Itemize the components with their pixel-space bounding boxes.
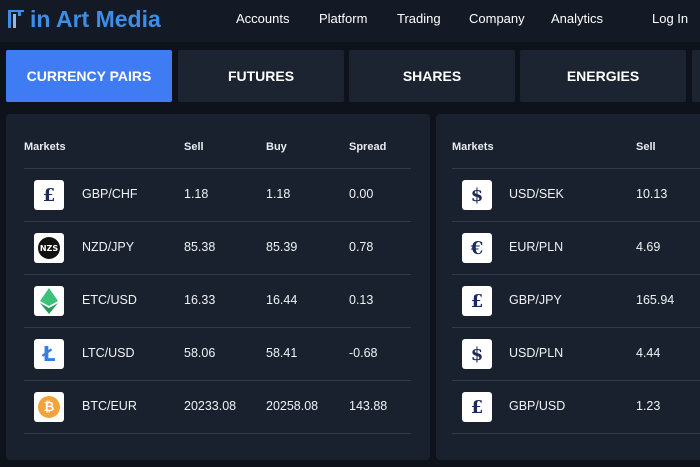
nav-link[interactable]: Trading [397, 11, 441, 26]
column-header: Sell [636, 141, 656, 153]
logo-icon [8, 10, 24, 28]
market-name: NZD/JPY [82, 240, 135, 254]
icon-symbol: £ [470, 396, 484, 418]
row-separator [24, 327, 411, 328]
column-header: Spread [349, 141, 387, 153]
price-cell: 0.00 [349, 187, 374, 201]
column-header: Buy [266, 141, 287, 153]
nav-link[interactable]: Company [469, 11, 525, 26]
icon-symbol: € [470, 237, 484, 259]
row-separator [24, 433, 411, 434]
price-cell: -0.68 [349, 346, 378, 360]
icon-symbol: £ [42, 184, 56, 206]
price-cell: 4.44 [636, 346, 661, 360]
icon-symbol: $ [470, 184, 484, 206]
market-icon: Ł [34, 339, 64, 369]
icon-symbol: NZS [38, 237, 60, 259]
market-name: EUR/PLN [509, 240, 564, 254]
row-separator [24, 380, 411, 381]
price-cell: 16.44 [266, 293, 298, 307]
nav-link[interactable]: Platform [319, 11, 368, 26]
market-icon: £ [34, 180, 64, 210]
price-cell: 85.38 [184, 240, 216, 254]
market-name: LTC/USD [82, 346, 135, 360]
market-icon: £ [462, 392, 492, 422]
icon-symbol: Ł [42, 342, 56, 366]
price-cell: 0.78 [349, 240, 374, 254]
row-separator [24, 221, 411, 222]
market-name: GBP/JPY [509, 293, 562, 307]
row-separator [452, 221, 700, 222]
table-panel [6, 114, 430, 460]
row-separator [452, 168, 700, 169]
market-icon: £ [462, 286, 492, 316]
row-separator [452, 274, 700, 275]
icon-symbol: ₿ [38, 396, 60, 418]
market-icon: ₿ [34, 392, 64, 422]
price-cell: 20258.08 [266, 399, 319, 413]
price-cell: 10.13 [636, 187, 668, 201]
price-cell: 1.23 [636, 399, 661, 413]
price-cell: 165.94 [636, 293, 675, 307]
tab[interactable]: FUTURES [178, 50, 344, 102]
row-separator [24, 168, 411, 169]
column-header: Markets [24, 141, 66, 153]
icon-symbol: £ [470, 290, 484, 312]
market-icon: NZS [34, 233, 64, 263]
nav-link[interactable]: Analytics [551, 11, 604, 26]
market-name: USD/PLN [509, 346, 564, 360]
market-icon [34, 286, 64, 316]
market-name: BTC/EUR [82, 399, 137, 413]
price-cell: 1.18 [184, 187, 209, 201]
tab-overflow [692, 50, 700, 102]
market-icon: $ [462, 180, 492, 210]
row-separator [452, 380, 700, 381]
market-icon: $ [462, 339, 492, 369]
price-cell: 0.13 [349, 293, 374, 307]
row-separator [452, 433, 700, 434]
market-name: GBP/USD [509, 399, 566, 413]
row-separator [452, 327, 700, 328]
eth-logo [40, 288, 58, 314]
tab[interactable]: CURRENCY PAIRS [6, 50, 172, 102]
column-header: Markets [452, 141, 494, 153]
market-name: GBP/CHF [82, 187, 138, 201]
tab[interactable]: ENERGIES [520, 50, 686, 102]
price-cell: 4.69 [636, 240, 661, 254]
price-cell: 58.41 [266, 346, 298, 360]
price-cell: 143.88 [349, 399, 388, 413]
market-name: ETC/USD [82, 293, 137, 307]
price-cell: 1.18 [266, 187, 291, 201]
header: in Art Media Accounts Platform Trading Comp… [0, 0, 700, 42]
icon-symbol: $ [470, 343, 484, 365]
tab[interactable]: SHARES [349, 50, 515, 102]
market-icon: € [462, 233, 492, 263]
row-separator [24, 274, 411, 275]
price-cell: 58.06 [184, 346, 216, 360]
nav-link[interactable]: Accounts [236, 11, 290, 26]
market-name: USD/SEK [509, 187, 564, 201]
logo[interactable]: in Art Media [30, 6, 161, 32]
price-cell: 85.39 [266, 240, 298, 254]
column-header: Sell [184, 141, 204, 153]
login-link[interactable]: Log In [652, 11, 689, 26]
price-cell: 16.33 [184, 293, 216, 307]
price-cell: 20233.08 [184, 399, 237, 413]
